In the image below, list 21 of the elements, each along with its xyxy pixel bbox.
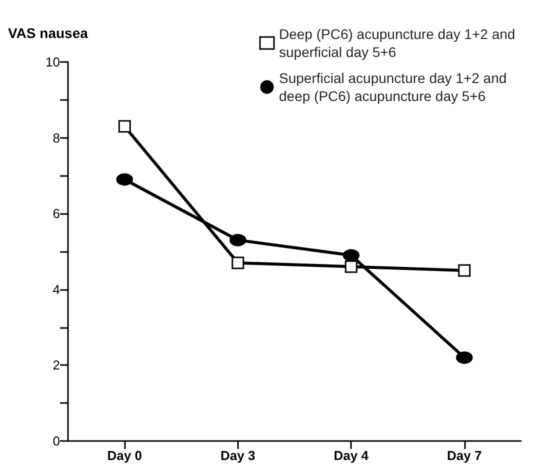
x-tick-label: Day 3: [220, 448, 256, 463]
y-axis-title: VAS nausea: [8, 25, 88, 41]
x-tick-label: Day 0: [107, 448, 142, 463]
point: [230, 234, 246, 246]
point: [232, 256, 244, 270]
y-tick-label: 10: [46, 54, 60, 70]
point: [342, 249, 360, 262]
legend-label: Superficial acupuncture day 1+2 and deep (PC6) acupuncture day 5+6: [279, 70, 511, 104]
point: [118, 120, 131, 133]
point: [456, 351, 473, 364]
y-tick-label: 2: [52, 358, 60, 373]
y-tick-label: 4: [52, 282, 60, 297]
legend-label: Deep (PC6) acupuncture day 1+2 and superficial day 5+6: [279, 26, 520, 60]
y-tick-label: 8: [52, 130, 60, 146]
x-tick-label: Day 4: [334, 448, 370, 463]
y-tick-label: 0: [52, 434, 60, 448]
x-tick-label: Day 7: [447, 448, 482, 463]
point: [116, 173, 133, 186]
point: [344, 260, 358, 273]
point: [458, 264, 471, 277]
y-tick-label: 6: [52, 206, 60, 222]
